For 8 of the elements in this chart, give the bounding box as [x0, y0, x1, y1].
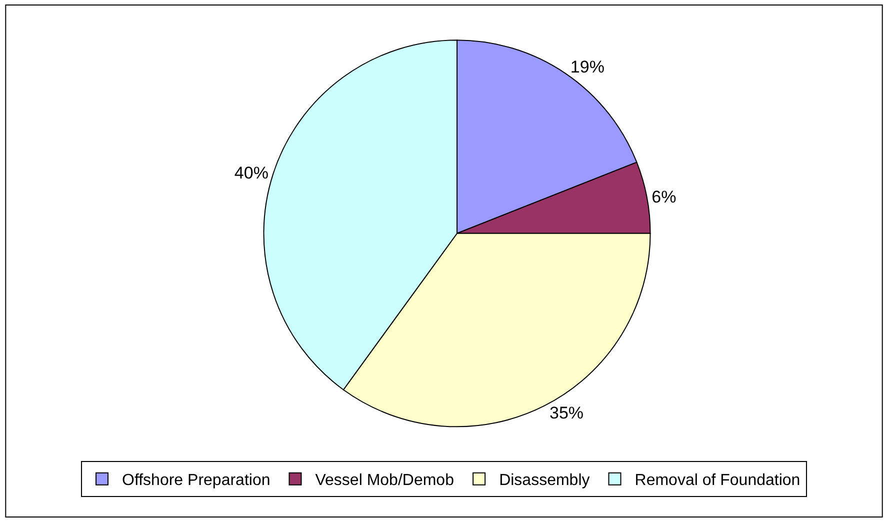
- legend-label: Vessel Mob/Demob: [315, 472, 454, 490]
- data-label: 40%: [234, 163, 268, 182]
- data-label: 35%: [550, 404, 584, 423]
- data-label: 19%: [570, 58, 604, 77]
- legend-label: Removal of Foundation: [634, 472, 800, 490]
- legend-label: Disassembly: [499, 472, 590, 490]
- legend-label: Offshore Preparation: [122, 472, 270, 490]
- data-label: 6%: [652, 187, 676, 206]
